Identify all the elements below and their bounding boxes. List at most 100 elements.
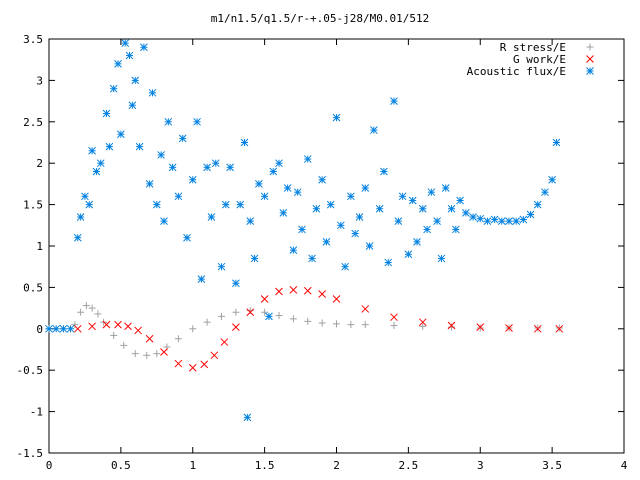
- series-3-point: [433, 217, 441, 226]
- series-3-point: [226, 163, 234, 172]
- series-2-point: [476, 323, 485, 331]
- series-3-point: [232, 279, 240, 288]
- series-3-point: [533, 200, 542, 209]
- series-2-point: [160, 348, 168, 356]
- series-2-point: [275, 287, 283, 296]
- series-3-point: [59, 324, 68, 333]
- series-2-point: [134, 326, 142, 335]
- series-3-point: [66, 324, 75, 333]
- series-2-point: [303, 286, 312, 295]
- series-2-point: [145, 334, 154, 343]
- series-3-point: [114, 59, 122, 68]
- series-3-point: [361, 184, 370, 192]
- y-tick-label: 3.5: [23, 33, 43, 46]
- series-1-point: [88, 304, 96, 312]
- y-tick-label: 0.5: [23, 281, 43, 294]
- series-3-point: [283, 184, 292, 192]
- series-3-point: [140, 43, 148, 52]
- series-2-point: [246, 308, 255, 317]
- series-3-point: [332, 113, 341, 122]
- series-3-point: [117, 130, 125, 139]
- series-3-point: [312, 204, 321, 213]
- series-2-point: [220, 338, 229, 346]
- series-2-point: [232, 323, 240, 331]
- series-3-point: [380, 167, 388, 176]
- y-tick-label: 2: [36, 157, 43, 170]
- series-2-point: [114, 320, 122, 329]
- series-2-point: [210, 351, 219, 360]
- series-1-marks: [45, 302, 563, 359]
- series-2-point: [260, 295, 269, 303]
- series-3-point: [76, 213, 85, 221]
- series-2-marks: [73, 286, 564, 372]
- series-3-point: [365, 242, 374, 250]
- series-1-point: [289, 315, 297, 323]
- legend-label: R stress/E: [500, 41, 566, 54]
- series-3-point: [413, 238, 421, 246]
- series-3-point: [255, 180, 263, 188]
- series-1-point: [203, 318, 211, 326]
- series-3-point: [164, 117, 173, 126]
- series-3-point: [451, 225, 460, 234]
- series-2-point: [73, 324, 82, 333]
- x-tick-label: 0.5: [111, 459, 131, 472]
- series-1-point: [476, 324, 484, 332]
- x-tick-label: 2.5: [398, 459, 418, 472]
- series-2-point: [555, 324, 564, 333]
- series-3-point: [318, 175, 326, 184]
- y-tick-label: 0: [36, 323, 43, 336]
- series-1-point: [110, 331, 118, 339]
- series-2-point: [390, 313, 398, 322]
- series-3-point: [541, 188, 549, 197]
- series-1-point: [77, 308, 85, 316]
- series-3-point: [548, 175, 556, 184]
- series-3-point: [469, 213, 477, 221]
- series-3-point: [197, 275, 206, 283]
- series-1-point: [232, 308, 240, 316]
- series-3-point: [308, 254, 316, 263]
- series-3-point: [178, 134, 187, 143]
- series-3-point: [404, 250, 413, 259]
- x-tick-label: 0: [46, 459, 53, 472]
- legend-label: Acoustic flux/E: [467, 65, 566, 78]
- x-tick-label: 2: [333, 459, 340, 472]
- series-3-point: [394, 217, 403, 226]
- series-1-point: [275, 312, 283, 320]
- series-3-point: [370, 126, 378, 134]
- series-3-point: [275, 159, 283, 168]
- series-3-point: [476, 214, 485, 223]
- series-3-point: [121, 39, 130, 47]
- series-3-point: [375, 204, 384, 213]
- plot-frame: [48, 38, 625, 454]
- series-3-point: [293, 188, 302, 197]
- series-2-point: [124, 322, 132, 331]
- series-3-point: [322, 238, 331, 246]
- series-1-point: [555, 324, 563, 332]
- series-1-point: [534, 324, 542, 332]
- series-3-point: [427, 188, 436, 197]
- series-3-point: [384, 258, 393, 267]
- series-3-point: [217, 262, 226, 271]
- series-3-point: [298, 225, 306, 234]
- series-3-point: [505, 217, 513, 226]
- series-3-point: [289, 246, 298, 254]
- series-3-point: [497, 217, 506, 226]
- series-3-point: [203, 163, 211, 172]
- series-3-point: [347, 192, 355, 201]
- series-3-point: [526, 210, 535, 219]
- series-3-point: [490, 215, 499, 224]
- series-3-point: [418, 204, 427, 213]
- series-3-point: [236, 200, 245, 209]
- series-1-point: [143, 351, 151, 359]
- series-1-point: [174, 335, 182, 343]
- series-2-point: [332, 295, 341, 303]
- series-3-point: [145, 180, 154, 188]
- series-2-point: [318, 290, 326, 298]
- series-1-point: [333, 320, 340, 328]
- series-2-point: [88, 322, 96, 331]
- series-2-point: [418, 318, 427, 327]
- series-3-point: [105, 142, 114, 151]
- series-1-point: [361, 321, 369, 329]
- y-tick-label: 1: [36, 240, 43, 253]
